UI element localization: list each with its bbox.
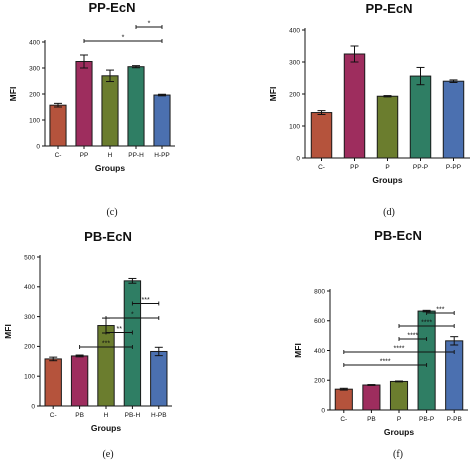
y-tick-label: 200 bbox=[29, 91, 40, 98]
x-tick-label: PB-P bbox=[419, 416, 434, 423]
x-tick-label: PP-P bbox=[413, 164, 428, 171]
significance-label: **** bbox=[421, 320, 432, 327]
y-tick-label: 0 bbox=[31, 403, 35, 410]
y-tick-label: 200 bbox=[24, 344, 35, 351]
panel-caption: (f) bbox=[393, 449, 403, 460]
bar bbox=[334, 388, 353, 411]
panel-caption: (d) bbox=[383, 207, 395, 218]
x-tick-label: H bbox=[108, 152, 113, 159]
y-axis-label: MFI bbox=[3, 324, 13, 339]
significance-label: *** bbox=[102, 341, 110, 348]
bar bbox=[343, 53, 366, 159]
chart-panel-1: PP-EcN 0 100 200 300 400 MFI C- PP H PP-H H-PP Group… bbox=[8, 0, 175, 218]
y-tick-label: 0 bbox=[296, 155, 300, 162]
significance-label: *** bbox=[142, 297, 150, 304]
x-tick-label: P-PB bbox=[447, 416, 462, 423]
y-tick-label: 300 bbox=[289, 59, 300, 66]
y-tick-label: 400 bbox=[314, 348, 325, 355]
bar bbox=[97, 325, 115, 407]
significance-label: * bbox=[148, 21, 151, 28]
x-tick-label: H bbox=[104, 412, 109, 419]
y-tick-label: 0 bbox=[321, 407, 325, 414]
y-axis-label: MFI bbox=[268, 87, 278, 102]
y-axis-label: MFI bbox=[293, 343, 303, 358]
bar bbox=[75, 61, 93, 147]
significance-label: *** bbox=[436, 307, 444, 314]
bar bbox=[49, 104, 67, 147]
bar bbox=[310, 112, 333, 159]
chart-title: PB-EcN bbox=[374, 228, 422, 243]
bar bbox=[127, 66, 145, 147]
y-tick-label: 200 bbox=[314, 378, 325, 385]
y-tick-label: 400 bbox=[24, 284, 35, 291]
x-tick-label: PB bbox=[75, 412, 84, 419]
y-tick-label: 500 bbox=[24, 254, 35, 261]
chart-title: PB-EcN bbox=[84, 229, 132, 244]
chart-panel-4: PB-EcN 0 200 400 600 800 MFI C- PB P PB-P P-PB Group… bbox=[293, 228, 468, 460]
bar bbox=[409, 75, 432, 159]
bar bbox=[123, 280, 142, 407]
x-tick-label: PP-H bbox=[128, 152, 144, 159]
y-tick-label: 300 bbox=[24, 314, 35, 321]
y-tick-label: 400 bbox=[289, 27, 300, 34]
y-tick-label: 200 bbox=[289, 91, 300, 98]
x-tick-label: C- bbox=[50, 412, 57, 419]
x-tick-label: P-PP bbox=[446, 164, 461, 171]
significance-label: ** bbox=[116, 326, 122, 333]
chart-title: PP-EcN bbox=[366, 1, 413, 16]
significance-label: **** bbox=[380, 359, 391, 366]
bar bbox=[70, 355, 89, 407]
bar bbox=[376, 95, 399, 159]
x-axis-label: Groups bbox=[91, 423, 121, 433]
y-tick-label: 800 bbox=[314, 288, 325, 295]
bar bbox=[44, 358, 62, 407]
x-tick-label: PP bbox=[350, 164, 359, 171]
x-axis-label: Groups bbox=[95, 163, 125, 173]
bar bbox=[101, 75, 119, 147]
x-tick-label: PP bbox=[80, 152, 89, 159]
x-tick-label: C- bbox=[318, 164, 325, 171]
x-tick-label: C- bbox=[55, 152, 62, 159]
x-tick-label: PB bbox=[367, 416, 376, 423]
y-tick-label: 100 bbox=[24, 374, 35, 381]
panel-caption: (e) bbox=[102, 449, 113, 460]
significance-label: **** bbox=[394, 346, 405, 353]
x-tick-label: H-PP bbox=[154, 152, 170, 159]
x-tick-label: C- bbox=[340, 416, 347, 423]
significance-label: **** bbox=[407, 333, 418, 340]
significance-label: * bbox=[131, 312, 134, 319]
bar bbox=[389, 380, 409, 411]
chart-title: PP-EcN bbox=[89, 0, 136, 15]
y-axis-label: MFI bbox=[8, 87, 18, 102]
y-tick-label: 100 bbox=[29, 117, 40, 124]
bar bbox=[442, 80, 465, 159]
x-axis-label: Groups bbox=[384, 427, 414, 437]
x-tick-label: H-PB bbox=[151, 412, 167, 419]
y-tick-label: 300 bbox=[29, 65, 40, 72]
y-tick-label: 100 bbox=[289, 123, 300, 130]
bar bbox=[153, 94, 171, 147]
x-tick-label: P bbox=[397, 416, 401, 423]
x-tick-label: P bbox=[385, 164, 389, 171]
chart-panel-3: PB-EcN 0 100 200 300 400 500 MFI C- PB H PB-H H-PB Gr… bbox=[3, 229, 172, 460]
y-tick-label: 400 bbox=[29, 39, 40, 46]
panel-caption: (c) bbox=[106, 207, 117, 218]
bar bbox=[150, 350, 168, 407]
x-tick-label: PB-H bbox=[125, 412, 141, 419]
bar bbox=[362, 384, 381, 411]
x-axis-label: Groups bbox=[372, 175, 402, 185]
y-tick-label: 0 bbox=[36, 143, 40, 150]
y-tick-label: 600 bbox=[314, 318, 325, 325]
significance-label: * bbox=[122, 35, 125, 42]
